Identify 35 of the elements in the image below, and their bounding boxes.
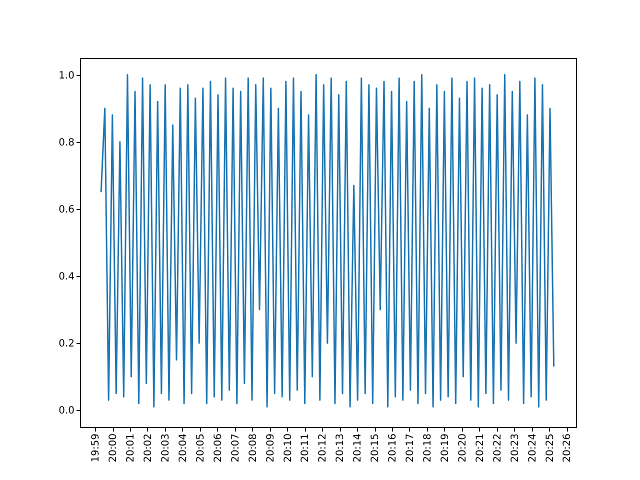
x-tick-label: 20:18 <box>422 434 434 462</box>
y-tick-label: 0.4 <box>58 272 74 283</box>
y-tick-label: 0.8 <box>58 137 74 148</box>
x-tick-label: 20:24 <box>527 434 538 462</box>
x-tick-label: 19:59 <box>90 434 102 462</box>
x-tick-label: 20:11 <box>300 434 312 462</box>
x-tick-label: 20:12 <box>318 434 329 462</box>
x-tick-label: 20:15 <box>370 434 382 462</box>
y-tick-label: 0.0 <box>58 406 74 417</box>
x-tick-label: 20:06 <box>212 434 224 462</box>
x-tick-label: 20:08 <box>248 434 259 462</box>
x-tick-label: 20:21 <box>474 434 486 462</box>
x-tick-label: 20:14 <box>352 434 364 462</box>
x-tick-label: 20:02 <box>142 434 154 462</box>
x-tick-label: 20:19 <box>440 434 451 462</box>
x-tick-label: 20:09 <box>265 434 276 462</box>
line-series <box>100 74 555 408</box>
x-tick-label: 20:10 <box>282 434 294 462</box>
x-tick-label: 20:13 <box>335 434 346 462</box>
x-tick-label: 20:26 <box>562 434 574 462</box>
x-tick-label: 20:03 <box>160 434 172 462</box>
x-tick-label: 20:23 <box>510 434 521 462</box>
x-tick-label: 20:00 <box>108 434 120 462</box>
y-tick-label: 1.0 <box>58 70 74 82</box>
x-tick-label: 20:16 <box>388 434 399 462</box>
x-tick-label: 20:25 <box>544 434 556 462</box>
x-tick-label: 20:04 <box>178 434 189 462</box>
x-tick-label: 20:05 <box>195 434 206 462</box>
x-tick-label: 20:17 <box>404 434 416 462</box>
x-tick-label: 20:20 <box>457 434 468 462</box>
y-tick-label: 0.6 <box>58 204 74 216</box>
x-tick-label: 20:22 <box>492 434 504 462</box>
y-tick-label: 0.2 <box>58 338 74 350</box>
x-tick-label: 20:01 <box>126 434 137 462</box>
x-tick-label: 20:07 <box>230 434 242 462</box>
